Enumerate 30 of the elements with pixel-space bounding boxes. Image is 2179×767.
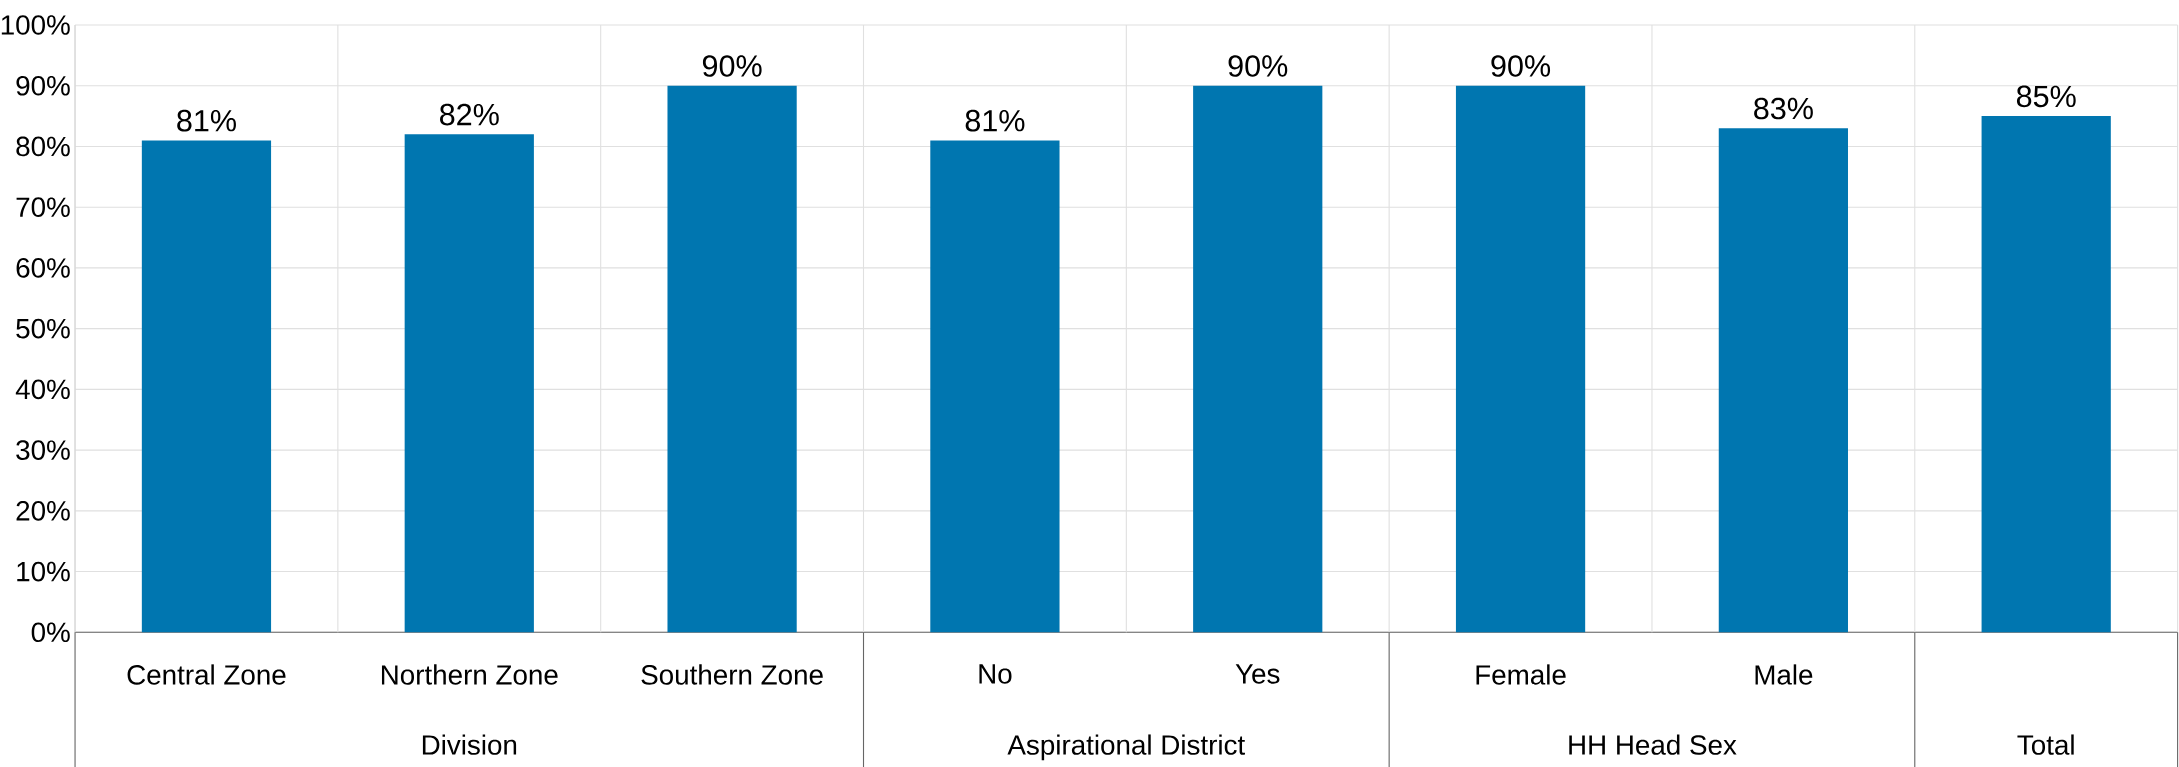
y-tick-label: 100% — [1, 15, 70, 35]
y-tick-label: 90% — [16, 75, 70, 96]
y-tick-label: 70% — [16, 197, 70, 217]
x-tick-label: Female — [1476, 664, 1566, 685]
data-label: 83% — [1754, 97, 1813, 120]
y-tick-label: 50% — [16, 318, 70, 339]
y-tick-label: 0% — [31, 622, 70, 643]
y-tick-label: 20% — [16, 500, 70, 521]
data-label: 85% — [2016, 85, 2076, 108]
y-tick-label: 80% — [16, 136, 70, 157]
x-tick-label: Southern Zone — [641, 664, 823, 685]
x-tick-label: Northern Zone — [381, 664, 558, 685]
x-tick-label: No — [979, 664, 1012, 684]
data-label: 90% — [1228, 55, 1288, 77]
text: Division — [422, 734, 517, 755]
data-label: 81% — [177, 109, 236, 132]
data-label: 90% — [702, 55, 762, 77]
data-label: 81% — [965, 109, 1025, 132]
data-label: 90% — [1491, 55, 1551, 77]
text: Aspirational District — [1007, 734, 1245, 761]
text: Total — [2017, 734, 2074, 755]
text: HH Head Sex — [1569, 734, 1737, 755]
y-tick-label: 30% — [16, 440, 70, 460]
y-tick-label: 10% — [17, 561, 70, 582]
data-label: 82% — [440, 103, 499, 126]
x-tick-label: Male — [1755, 664, 1813, 685]
y-tick-label: 60% — [16, 258, 70, 278]
x-tick-label: Central Zone — [127, 664, 286, 685]
y-tick-label: 40% — [15, 379, 70, 400]
x-tick-label: Yes — [1235, 664, 1280, 684]
